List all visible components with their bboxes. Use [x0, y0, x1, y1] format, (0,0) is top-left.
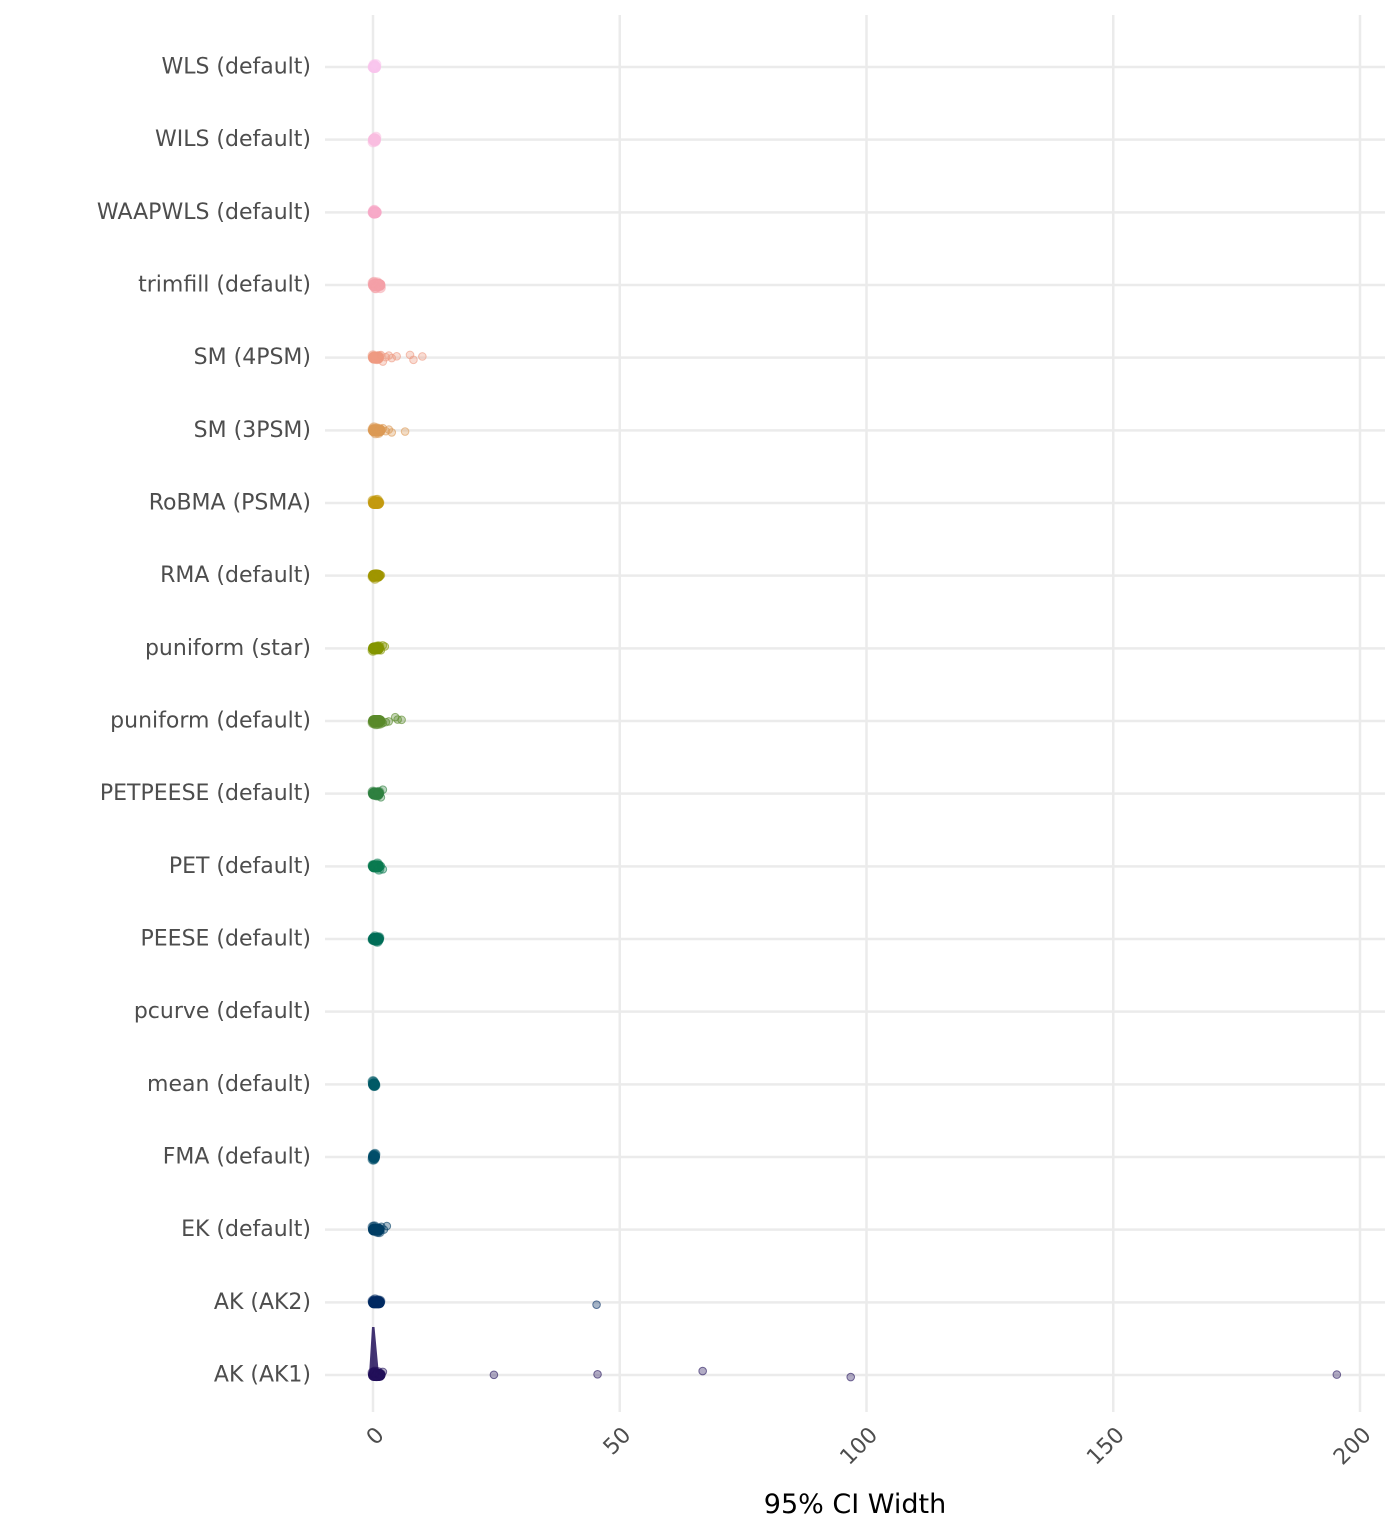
data-point: [378, 785, 388, 795]
y-category-label: puniform (star): [145, 636, 311, 661]
y-category-label: PETPEESE (default): [100, 781, 311, 806]
category-points: [367, 1327, 1342, 1382]
data-point: [418, 352, 427, 361]
category-points: [367, 494, 385, 509]
data-point: [378, 357, 388, 366]
data-point: [378, 865, 388, 874]
data-point: [369, 1079, 381, 1091]
category-points: [367, 58, 382, 73]
data-point: [409, 355, 418, 365]
data-point: [489, 1370, 499, 1380]
x-tick-label: 50: [599, 1423, 636, 1460]
category-points: [367, 785, 388, 802]
data-point: [382, 1221, 392, 1231]
data-point: [376, 793, 386, 802]
data-point: [1332, 1370, 1342, 1379]
category-points: [367, 131, 382, 148]
y-category-label: trimfill (default): [138, 273, 311, 298]
y-axis-labels: WLS (default) WILS (default) WAAPWLS (defa…: [97, 55, 311, 1388]
grid: [325, 15, 1385, 1412]
y-category-label: PET (default): [169, 854, 311, 879]
x-axis-ticks: 0 50 100 150 200: [362, 1423, 1377, 1470]
y-category-label: RoBMA (PSMA): [149, 491, 311, 516]
data-point: [373, 1226, 385, 1238]
category-points: [367, 569, 386, 584]
data-point: [384, 717, 394, 726]
y-category-label: AK (AK2): [214, 1290, 311, 1315]
category-points: [367, 350, 427, 366]
violin-shape: [369, 1327, 379, 1375]
category-points: [367, 204, 382, 219]
category-points: [367, 1221, 392, 1238]
category-points: [367, 1148, 381, 1165]
y-category-label: RMA (default): [160, 563, 311, 588]
y-category-label: EK (default): [181, 1217, 311, 1242]
data-point: [400, 427, 410, 436]
data-points: [367, 58, 1342, 1382]
data-point: [373, 932, 385, 944]
category-points: [367, 858, 388, 875]
data-point: [397, 715, 406, 725]
data-point: [370, 206, 382, 218]
data-point: [370, 131, 382, 143]
data-point: [593, 1370, 602, 1379]
y-category-label: WILS (default): [155, 127, 311, 152]
y-category-label: PEESE (default): [141, 927, 312, 952]
y-category-label: SM (4PSM): [194, 345, 311, 370]
x-tick-label: 0: [362, 1423, 390, 1451]
y-category-label: AK (AK1): [214, 1363, 311, 1388]
data-point: [380, 642, 390, 651]
data-point: [846, 1372, 856, 1382]
x-tick-label: 150: [1082, 1423, 1129, 1470]
category-points: [367, 276, 386, 294]
category-points: [367, 931, 385, 947]
x-tick-label: 200: [1329, 1423, 1376, 1470]
data-point: [698, 1366, 707, 1376]
data-point: [373, 786, 385, 798]
category-points: [367, 422, 410, 439]
data-point: [374, 282, 386, 294]
data-point: [370, 58, 382, 70]
y-category-label: WLS (default): [161, 55, 311, 80]
category-points: [367, 641, 390, 656]
data-point: [387, 353, 397, 363]
category-points: [367, 712, 406, 730]
x-axis-title: 95% CI Width: [764, 1489, 946, 1520]
data-point: [376, 570, 386, 580]
y-category-label: SM (3PSM): [194, 418, 311, 443]
data-point: [369, 1148, 381, 1160]
y-category-label: puniform (default): [110, 709, 311, 734]
data-point: [592, 1300, 601, 1309]
y-category-label: mean (default): [147, 1072, 311, 1097]
category-points: [367, 1075, 381, 1092]
x-tick-label: 100: [836, 1423, 883, 1470]
y-category-label: WAAPWLS (default): [97, 200, 311, 225]
data-point: [378, 1367, 388, 1377]
data-point: [392, 352, 401, 361]
category-points: [367, 1294, 601, 1309]
y-category-label: FMA (default): [163, 1145, 311, 1170]
data-point: [374, 1295, 386, 1307]
y-category-label: pcurve (default): [134, 999, 311, 1024]
data-point: [373, 570, 385, 582]
data-point: [387, 428, 397, 437]
data-point: [373, 496, 385, 508]
